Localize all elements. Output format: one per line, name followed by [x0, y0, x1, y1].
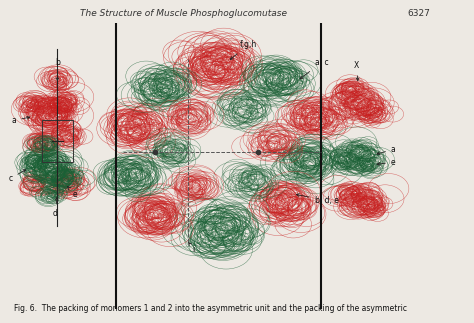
Text: b: b [55, 58, 60, 81]
Text: 6327: 6327 [407, 9, 430, 18]
Text: a, c: a, c [300, 58, 328, 79]
Text: X: X [354, 61, 359, 81]
Text: c: c [9, 170, 26, 183]
Text: a: a [377, 145, 396, 155]
Text: The Structure of Muscle Phosphoglucomutase: The Structure of Muscle Phosphoglucomuta… [80, 9, 287, 18]
Text: f,g,h: f,g,h [230, 40, 257, 59]
Bar [42, 120, 73, 162]
Text: Fig. 6.  The packing of monomers 1 and 2 into the asymmetric unit and the packin: Fig. 6. The packing of monomers 1 and 2 … [14, 304, 407, 313]
Text: i: i [189, 243, 195, 254]
Text: a: a [11, 116, 30, 125]
Text: d: d [53, 197, 58, 218]
Text: b, d, e: b, d, e [296, 194, 338, 205]
Text: e: e [68, 187, 77, 199]
Text: e: e [377, 158, 395, 167]
